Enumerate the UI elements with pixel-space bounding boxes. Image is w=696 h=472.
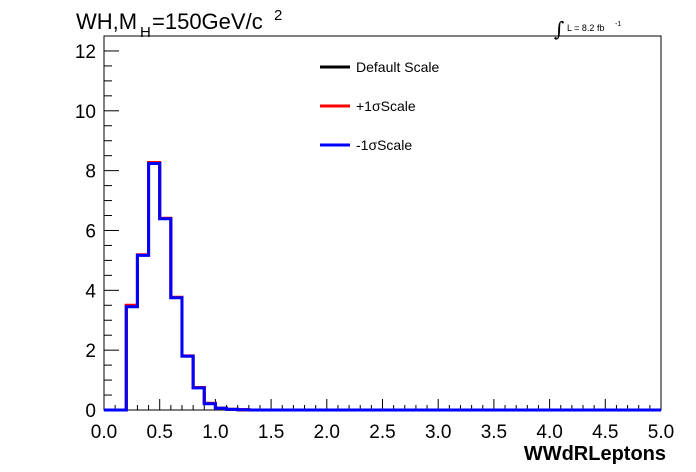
y-tick-label: 8 <box>85 162 96 183</box>
axis-ticks <box>103 35 662 411</box>
luminosity-label: ∫ L = 8.2 fb -1 <box>554 17 621 41</box>
x-tick-label: 0.5 <box>146 422 172 443</box>
y-tick-labels: 0 2 4 6 8 10 12 <box>75 42 97 422</box>
legend-label-minus-sigma: -1σScale <box>356 137 412 153</box>
luminosity-text: L = 8.2 fb <box>567 23 604 33</box>
x-tick-labels: 0.0 0.5 1.0 1.5 2.0 2.5 3.0 3.5 4.0 4.5 5.0 <box>91 422 674 443</box>
integral-symbol: ∫ <box>554 17 564 41</box>
x-tick-label: 4.0 <box>536 422 562 443</box>
x-tick-label: 1.5 <box>258 422 284 443</box>
legend-item-minus-sigma: -1σScale <box>320 137 412 153</box>
x-tick-label: 2.0 <box>314 422 340 443</box>
plot-frame <box>103 35 662 411</box>
title-superscript: 2 <box>274 7 282 24</box>
legend-label-default: Default Scale <box>356 59 439 75</box>
x-tick-label: 2.5 <box>369 422 395 443</box>
x-tick-label: 4.5 <box>592 422 618 443</box>
series-default-line <box>104 161 661 412</box>
series-minus-sigma-line <box>104 161 661 412</box>
title-subscript: H <box>140 24 151 41</box>
y-tick-label: 6 <box>85 221 96 242</box>
histogram-series <box>104 161 661 412</box>
x-axis-label: WWdRLeptons <box>524 443 666 465</box>
y-tick-label: 0 <box>85 401 96 422</box>
legend-label-plus-sigma: +1σScale <box>356 98 416 114</box>
y-tick-label: 2 <box>85 341 96 362</box>
luminosity-superscript: -1 <box>615 21 621 28</box>
chart-title: WH,M H =150GeV/c 2 <box>76 7 282 41</box>
x-tick-label: 3.0 <box>425 422 451 443</box>
legend-item-default: Default Scale <box>320 59 439 75</box>
x-tick-label: 0.0 <box>91 422 117 443</box>
x-tick-label: 3.5 <box>481 422 507 443</box>
y-tick-label: 4 <box>85 281 96 302</box>
legend-item-plus-sigma: +1σScale <box>320 98 416 114</box>
legend: Default Scale +1σScale -1σScale <box>320 59 439 153</box>
title-rest: =150GeV/c <box>152 9 263 34</box>
series-plus-sigma-line <box>104 161 661 412</box>
y-tick-label: 10 <box>75 102 96 123</box>
x-tick-label: 5.0 <box>648 422 674 443</box>
title-main: WH,M <box>76 9 137 34</box>
x-tick-label: 1.0 <box>202 422 228 443</box>
y-tick-label: 12 <box>75 42 96 63</box>
